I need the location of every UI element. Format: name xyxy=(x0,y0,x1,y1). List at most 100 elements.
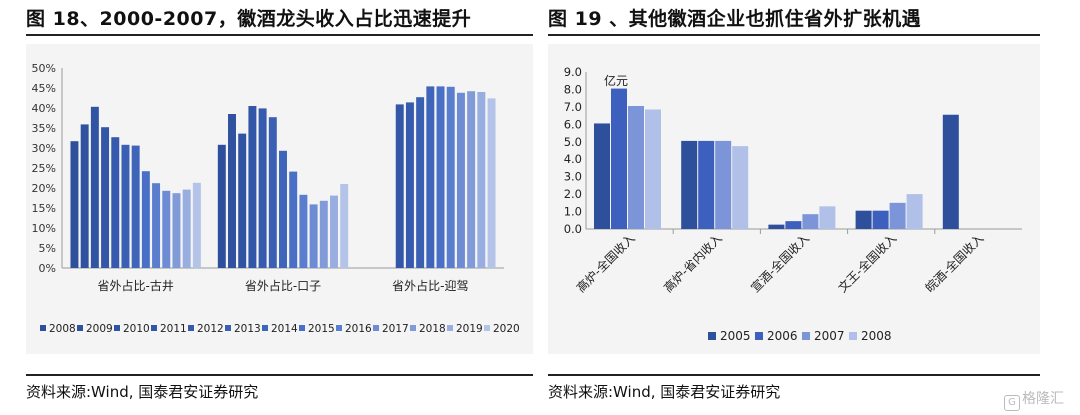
watermark-text: 格隆汇 xyxy=(1022,391,1064,407)
bar xyxy=(611,88,627,229)
left-bar-chart: 0% 5% 10% 15% 20% 25% 30% 35% 40% 45% 50% 省外占比-古井 省外… xyxy=(32,62,520,335)
right-chart-panel: 0.0 1.0 2.0 3.0 4.0 5.0 6.0 7.0 8.0 9.0 亿元 高炉-全国收入高… xyxy=(548,44,1040,354)
y-tick-label: 40% xyxy=(32,102,56,115)
legend-label: 2006 xyxy=(767,329,798,343)
watermark: G 格隆汇 xyxy=(1004,388,1064,411)
bar xyxy=(416,97,425,268)
legend-swatch xyxy=(447,325,453,331)
legend-label: 2008 xyxy=(49,323,76,335)
left-source-note: 资料来源:Wind, 国泰君安证券研究 xyxy=(26,383,259,401)
x-category-label: 高炉-全国收入 xyxy=(573,231,638,296)
x-category-label: 文王-全国收入 xyxy=(835,231,900,296)
legend-swatch xyxy=(40,325,46,331)
x-category-label: 皖酒-全国收入 xyxy=(922,231,987,296)
bar xyxy=(228,114,236,268)
bar xyxy=(268,117,277,268)
bar xyxy=(446,86,455,268)
legend-label: 2011 xyxy=(160,323,187,335)
y-tick-label: 1.0 xyxy=(564,205,582,219)
legend-swatch xyxy=(114,325,120,331)
legend-swatch xyxy=(755,332,763,340)
y-tick-label: 35% xyxy=(32,122,56,135)
y-tick-label: 45% xyxy=(32,82,56,95)
bar xyxy=(477,92,486,268)
right-bar-chart: 0.0 1.0 2.0 3.0 4.0 5.0 6.0 7.0 8.0 9.0 亿元高炉-全国收入高… xyxy=(564,65,1022,343)
x-category-label: 高炉-省内收入 xyxy=(660,231,725,296)
x-category-label: 省外占比-口子 xyxy=(245,278,321,293)
right-source-rule xyxy=(548,374,1040,376)
legend-label: 2014 xyxy=(271,323,298,335)
bar xyxy=(330,195,338,268)
y-tick-label: 6.0 xyxy=(564,117,582,131)
legend-label: 2007 xyxy=(814,329,845,343)
right-title-rule xyxy=(548,34,1040,36)
legend-swatch xyxy=(262,325,268,331)
watermark-logo-icon: G xyxy=(1004,395,1020,411)
legend-label: 2016 xyxy=(345,323,372,335)
right-figure-title: 图 19 、其他徽酒企业也抓住省外扩张机遇 xyxy=(548,8,922,30)
bar xyxy=(279,150,287,268)
bar xyxy=(819,206,836,229)
legend-swatch xyxy=(802,332,810,340)
bar xyxy=(889,202,906,229)
bar xyxy=(162,190,171,268)
legend-label: 2019 xyxy=(456,323,483,335)
bar xyxy=(172,193,181,268)
bar xyxy=(340,184,349,268)
bar xyxy=(152,183,161,268)
bar xyxy=(645,109,661,229)
legend-label: 2009 xyxy=(86,323,113,335)
legend-label: 2010 xyxy=(123,323,150,335)
bar xyxy=(426,86,435,269)
y-tick-label: 2.0 xyxy=(564,187,582,201)
bar xyxy=(698,140,715,229)
legend-label: 2013 xyxy=(234,323,261,335)
y-tick-label: 5.0 xyxy=(564,135,582,149)
bar xyxy=(855,210,872,229)
y-tick-label: 20% xyxy=(32,182,56,195)
bar xyxy=(628,106,644,229)
y-tick-label: 0.0 xyxy=(564,222,582,236)
legend-label: 2008 xyxy=(861,329,892,343)
bar xyxy=(217,144,226,268)
bar xyxy=(732,146,749,229)
legend-swatch xyxy=(188,325,194,331)
legend-swatch xyxy=(77,325,83,331)
left-title-rule xyxy=(26,34,533,36)
bar xyxy=(681,140,698,229)
bar xyxy=(238,133,247,268)
bar xyxy=(70,141,79,268)
bar xyxy=(258,108,267,269)
bar xyxy=(395,104,404,269)
bar xyxy=(101,127,110,268)
y-tick-label: 5% xyxy=(39,242,56,255)
bar xyxy=(594,123,610,229)
left-figure-title: 图 18、2000-2007，徽酒龙头收入占比迅速提升 xyxy=(26,8,472,30)
bar xyxy=(487,98,496,269)
bar xyxy=(802,214,819,229)
left-source-rule xyxy=(26,374,533,376)
bar xyxy=(942,114,959,229)
bar xyxy=(405,102,414,269)
bar xyxy=(309,204,318,268)
legend-swatch xyxy=(849,332,857,340)
y-tick-label: 7.0 xyxy=(564,100,582,114)
legend-swatch xyxy=(336,325,342,331)
bar xyxy=(182,189,191,268)
x-category-label: 省外占比-迎驾 xyxy=(392,278,468,293)
left-chart-panel: 0% 5% 10% 15% 20% 25% 30% 35% 40% 45% 50% 省外占比-古井 省外… xyxy=(26,44,533,354)
bar xyxy=(111,137,120,268)
y-tick-label: 9.0 xyxy=(564,65,582,79)
legend-label: 2015 xyxy=(308,323,335,335)
y-tick-label: 3.0 xyxy=(564,170,582,184)
x-category-label: 省外占比-古井 xyxy=(97,278,173,293)
bar xyxy=(121,144,130,268)
unit-label: 亿元 xyxy=(604,73,628,88)
y-tick-label: 8.0 xyxy=(564,82,582,96)
right-source-note: 资料来源:Wind, 国泰君安证券研究 xyxy=(548,383,781,401)
legend-label: 2017 xyxy=(382,323,409,335)
y-tick-label: 10% xyxy=(32,222,56,235)
bar xyxy=(872,210,889,229)
bar xyxy=(785,221,802,229)
y-tick-label: 0% xyxy=(39,262,56,275)
